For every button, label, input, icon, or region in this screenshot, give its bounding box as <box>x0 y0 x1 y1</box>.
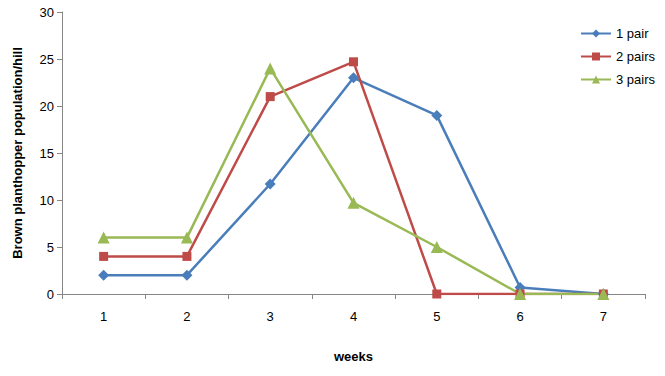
svg-text:3: 3 <box>267 309 274 324</box>
svg-text:4: 4 <box>350 309 357 324</box>
svg-text:1: 1 <box>100 309 107 324</box>
svg-text:0: 0 <box>47 287 54 302</box>
svg-text:6: 6 <box>516 309 523 324</box>
svg-text:5: 5 <box>47 240 54 255</box>
svg-text:10: 10 <box>40 193 54 208</box>
svg-text:2 pairs: 2 pairs <box>616 49 656 64</box>
svg-text:5: 5 <box>433 309 440 324</box>
svg-text:20: 20 <box>40 99 54 114</box>
svg-text:2: 2 <box>183 309 190 324</box>
svg-text:25: 25 <box>40 52 54 67</box>
svg-text:30: 30 <box>40 5 54 20</box>
svg-text:weeks: weeks <box>333 349 373 364</box>
svg-text:7: 7 <box>600 309 607 324</box>
svg-text:3 pairs: 3 pairs <box>616 72 656 87</box>
svg-text:1 pair: 1 pair <box>616 26 649 41</box>
svg-text:Brown planthopper population/h: Brown planthopper population/hill <box>10 47 25 259</box>
svg-text:15: 15 <box>40 146 54 161</box>
